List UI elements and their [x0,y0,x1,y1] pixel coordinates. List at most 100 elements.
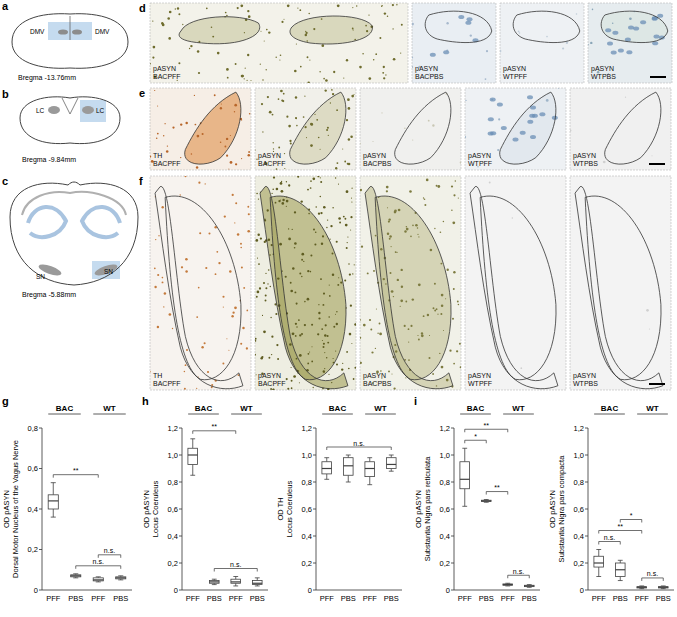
outline-group [290,16,372,44]
stain-dot [400,52,401,53]
stain-dot [458,304,460,306]
micrograph-tile: pASYNWTPFF [499,3,584,83]
stain-label: pASYN [468,152,491,160]
stain-dot [228,350,229,351]
stain-dot [285,276,287,278]
stain-dot [381,112,382,113]
stain-dot [222,363,224,365]
stain-dot [323,78,325,80]
cell [654,34,660,38]
stain-dot [353,378,355,380]
stain-dot [312,346,313,347]
stain-dot [375,348,376,349]
stain-dot [390,272,392,274]
x-tick-label: PBS [613,594,628,603]
stain-dot [204,342,206,344]
nucleus [58,29,68,34]
stain-dot [351,188,352,189]
significance-bracket [76,566,121,569]
box [322,462,332,474]
micrograph-tile: pASYNWTPBS [569,88,671,170]
stain-dot [272,389,274,390]
stain-dot [404,325,406,327]
tile-background [150,3,408,83]
stain-dot [400,299,403,302]
region-outline [165,196,241,380]
box [209,581,219,584]
group-underline [188,414,219,415]
box [71,575,81,577]
stain-dot [262,315,263,316]
whisker-cap-high [233,576,238,577]
stain-dot [331,89,333,91]
stain-dot [164,292,167,295]
stain-dot [309,60,310,61]
stain-dot [424,199,426,201]
tile-content [465,88,559,167]
region-outline [480,196,556,380]
stain-dot [295,118,297,120]
median [322,468,332,469]
stain-dot [465,136,466,138]
whisker-high [257,578,258,581]
stain-dot [211,27,213,29]
stain-dot [651,155,652,156]
stain-dot [234,111,235,112]
y-tick [39,468,42,469]
stain-dot [409,190,412,193]
stain-dot [331,382,332,383]
tile-background [500,3,584,83]
stain-dot [255,338,257,340]
stain-dot [212,36,214,38]
stain-dot [185,122,188,125]
stain-dot [395,350,397,352]
stain-dot [311,361,313,363]
stain-dot [217,52,220,55]
stain-dot [326,227,327,228]
group-label: WT [646,404,659,413]
box [93,578,103,581]
stain-region-group [601,11,668,42]
y-tick [585,482,588,483]
stain-dot [354,39,356,41]
stain-label: pASYN [363,372,386,380]
stain-dot [267,283,268,284]
stain-dot [150,155,151,157]
region-outline [575,186,663,388]
stain-label: pASYN [415,65,438,73]
stain-dot [373,59,375,61]
stain-dot [322,304,324,306]
cell [626,50,632,54]
stain-dot [315,231,317,233]
y-tick [585,509,588,510]
stain-dot [372,141,373,142]
whisker-cap-high [324,457,329,458]
y-tick-label: 1,2 [574,424,584,433]
stain-label: TH [153,372,162,379]
stain-dot [282,199,284,201]
stain-dot [391,373,392,374]
stain-dot [163,135,164,136]
y-tick-label: 0,2 [302,559,312,568]
ventricle [62,98,78,114]
stain-dot [339,222,341,224]
median [188,454,198,455]
stain-dot [157,274,159,276]
stain-dot [272,114,274,116]
stain-dot [330,102,331,103]
stain-dot [305,31,306,32]
whisker-cap-low [324,479,329,480]
y-tick [451,509,454,510]
cell [625,38,631,42]
stain-dot [281,99,283,101]
box [231,579,241,583]
stain-dot [226,138,228,140]
y-tick [179,563,182,564]
stain-dot [310,180,312,182]
stain-dot [362,53,364,55]
significance-label: n.s. [513,568,524,575]
cortex-layer [22,192,126,215]
stain-dot [304,96,305,97]
stain-dot [388,370,390,372]
box [637,587,647,588]
